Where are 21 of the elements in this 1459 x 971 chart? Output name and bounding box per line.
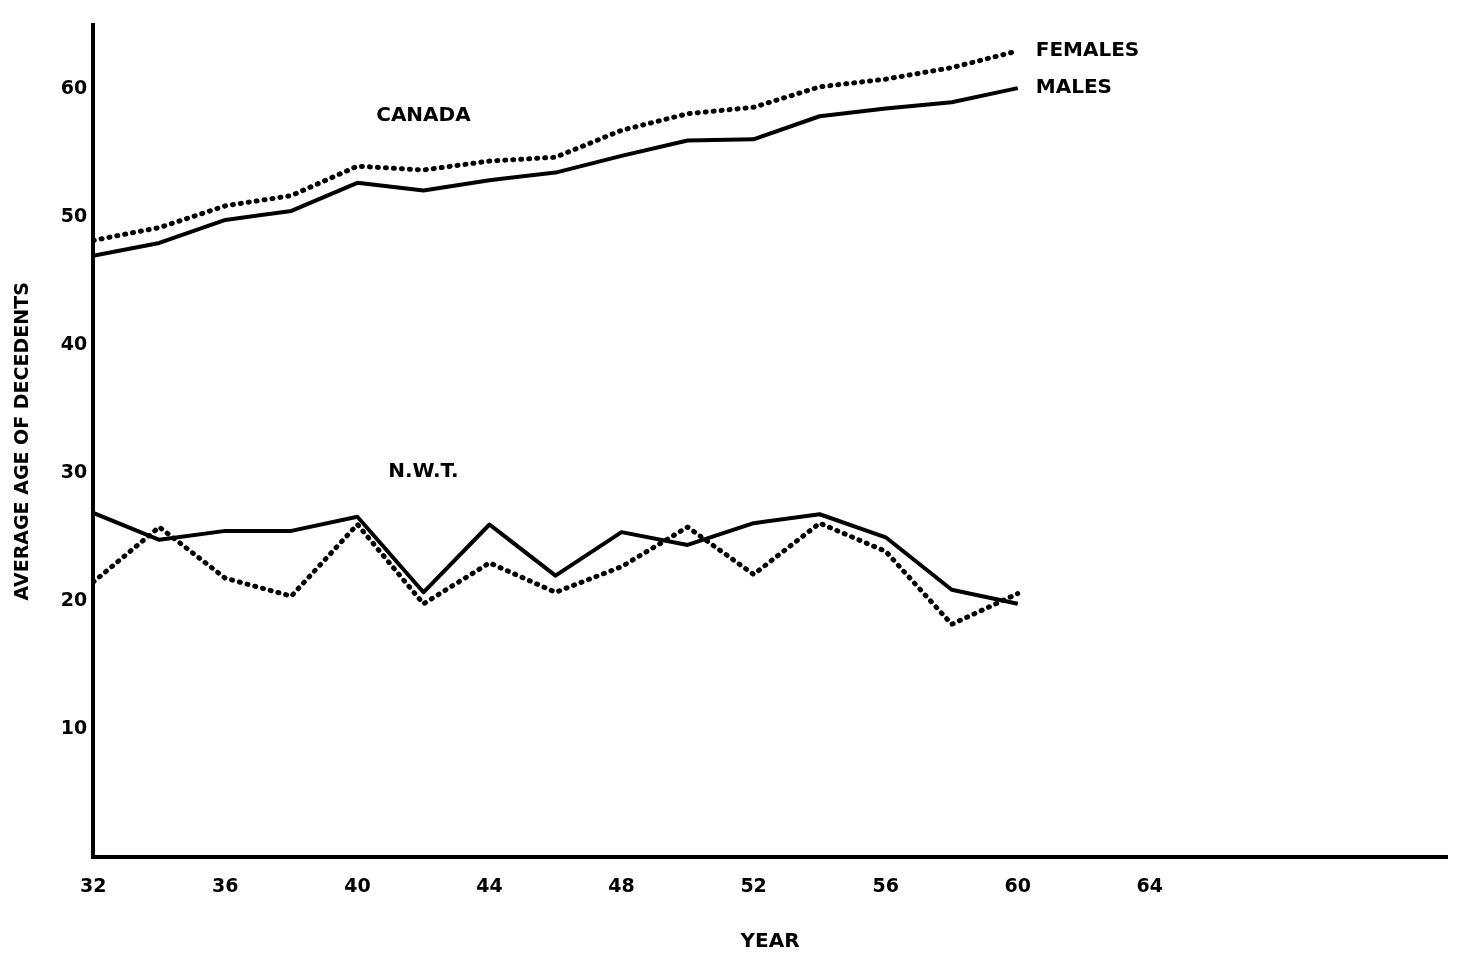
x-tick-label: 36 bbox=[212, 873, 239, 896]
series-label: FEMALES bbox=[1035, 37, 1140, 62]
annotation: CANADA bbox=[376, 102, 472, 127]
y-tick-label: 10 bbox=[60, 716, 88, 739]
x-tick-label: 56 bbox=[872, 873, 899, 896]
x-tick-label: 64 bbox=[1136, 873, 1164, 896]
x-tick-label: 48 bbox=[608, 873, 635, 896]
y-tick-label: 40 bbox=[60, 332, 88, 355]
series-label: MALES bbox=[1035, 74, 1112, 99]
x-tick-label: 60 bbox=[1004, 873, 1031, 896]
x-tick-label: 32 bbox=[80, 873, 107, 896]
annotation: N.W.T. bbox=[388, 458, 459, 482]
x-axis-title: YEAR bbox=[739, 928, 800, 953]
y-tick-label: 50 bbox=[60, 204, 88, 227]
x-tick-label: 44 bbox=[476, 873, 503, 896]
x-tick-label: 52 bbox=[740, 873, 767, 896]
y-tick-label: 60 bbox=[60, 76, 88, 99]
x-tick-label: 40 bbox=[344, 873, 371, 896]
y-tick-label: 30 bbox=[60, 460, 88, 483]
y-axis-title: AVERAGE AGE OF DECEDENTS bbox=[10, 282, 33, 601]
y-tick-label: 20 bbox=[60, 588, 88, 611]
